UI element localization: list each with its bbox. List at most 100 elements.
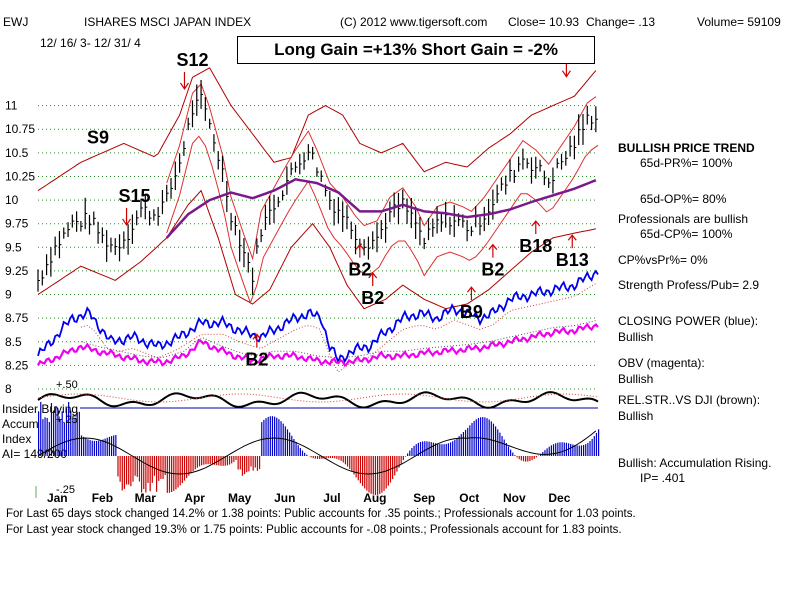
- ai-bar: [544, 450, 546, 456]
- ai-bar: [63, 422, 65, 456]
- ai-bar: [209, 456, 211, 465]
- ai-bar: [589, 441, 591, 456]
- ai-bar: [439, 444, 441, 456]
- closing-power-value: Bullish: [618, 330, 654, 344]
- ai-bar: [572, 444, 574, 456]
- ai-bar: [561, 442, 563, 456]
- bands: [37, 67, 599, 310]
- ai-bar: [426, 441, 428, 456]
- upper-band: [37, 67, 597, 192]
- ai-bar: [186, 456, 188, 479]
- signal-label: B2: [361, 288, 384, 308]
- ai-bar: [44, 417, 46, 456]
- ai-bar: [132, 456, 134, 482]
- ai-ma: [37, 430, 597, 475]
- ai-bar: [407, 453, 409, 456]
- x-tick-label: May: [228, 491, 252, 505]
- ai-bar: [417, 442, 419, 456]
- ai-bar: [484, 417, 486, 456]
- ai-bar: [106, 437, 108, 456]
- ai-bar: [198, 456, 201, 467]
- ai-bar: [140, 456, 143, 493]
- ai-bar: [482, 417, 484, 456]
- ai-bar: [342, 456, 344, 463]
- signal-arrowhead: [122, 218, 132, 227]
- footer-line-1: For Last 65 days stock changed 14.2% or …: [6, 508, 636, 520]
- y-tick-label: 10.75: [5, 122, 35, 136]
- ai-bar: [443, 444, 445, 456]
- x-tick-label: Jan: [47, 491, 68, 505]
- ai-bar: [59, 419, 61, 456]
- x-tick-label: Aug: [363, 491, 386, 505]
- signal-label: S9: [87, 127, 109, 147]
- ai-bar: [415, 444, 417, 456]
- ai-bar: [282, 423, 284, 456]
- ai-bar: [297, 445, 299, 456]
- upper-ma-band: [166, 82, 597, 261]
- ai-bar: [518, 456, 520, 460]
- ai-bar: [385, 456, 387, 489]
- ai-bar: [336, 456, 338, 459]
- ai-bar: [70, 410, 72, 456]
- chart-title: ISHARES MSCI JAPAN INDEX: [84, 15, 252, 29]
- ai-bar: [76, 412, 78, 456]
- ai-bar: [527, 456, 529, 462]
- y-tick-label: 9.5: [5, 240, 22, 254]
- ai-bar: [188, 456, 190, 476]
- ai-bar: [359, 456, 362, 484]
- ai-bar: [529, 456, 531, 462]
- ai-bar: [411, 447, 413, 456]
- ai-bar: [216, 456, 218, 466]
- ai-bar: [387, 456, 389, 486]
- ai-bar: [110, 436, 113, 456]
- ai-bar: [284, 426, 286, 456]
- ai-bar: [276, 417, 278, 456]
- lower-ma-band: [166, 135, 599, 305]
- ai-bar: [177, 456, 179, 488]
- y-tick-label: 10.25: [5, 169, 35, 183]
- ai-bar: [325, 456, 327, 459]
- ai-bar: [447, 443, 450, 456]
- ai-bar: [289, 432, 291, 456]
- x-tick-label: Jul: [323, 491, 340, 505]
- accum-label: Accum: [2, 417, 39, 431]
- pr-value: 65d-PR%= 100%: [640, 156, 733, 170]
- ai-bar: [48, 422, 50, 456]
- y-tick-label: 10: [5, 193, 19, 207]
- ai-bar: [192, 456, 194, 472]
- ai-bar: [93, 440, 95, 456]
- ai-bar: [587, 442, 589, 456]
- ai-bar: [310, 456, 312, 458]
- y-tick-label: 9.25: [5, 264, 29, 278]
- ai-bar: [510, 449, 512, 456]
- ai-bar: [327, 456, 329, 459]
- ai-bar: [540, 453, 542, 456]
- ai-bar: [550, 445, 552, 456]
- ai-bar: [314, 456, 316, 459]
- x-tick-label: Nov: [503, 491, 526, 505]
- ai-bar: [80, 435, 83, 456]
- ai-bar: [183, 456, 186, 481]
- ai-bar: [269, 416, 271, 456]
- price-axis: 11 10.75 10.5 10.25 10 9.75 9.5 9.25 9 8.75 8.5 8.2…: [5, 99, 35, 396]
- rel-str-value: Bullish: [618, 409, 654, 423]
- ai-bar: [265, 418, 267, 456]
- ai-bar: [400, 456, 402, 464]
- ai-bar: [162, 456, 164, 479]
- ai-bar: [61, 411, 63, 456]
- ai-bar: [428, 441, 430, 456]
- ai-bar: [413, 445, 415, 456]
- ai-bar: [179, 456, 181, 486]
- ai-bar: [158, 456, 160, 481]
- obv-value: Bullish: [618, 372, 654, 386]
- signal-arrowhead: [355, 243, 365, 251]
- accum-text: Bullish: Accumulation Rising.: [618, 456, 772, 470]
- ai-bar: [250, 456, 252, 467]
- volume-value: Volume= 59109: [697, 15, 781, 29]
- signal-label: B13: [556, 250, 589, 270]
- ai-bar: [578, 445, 580, 456]
- ai-bar: [409, 450, 411, 456]
- ai-bar: [576, 445, 578, 456]
- professionals-text: Professionals are bullish: [618, 212, 749, 226]
- gain-box: Long Gain =+13% Short Gain = -2%: [237, 36, 595, 64]
